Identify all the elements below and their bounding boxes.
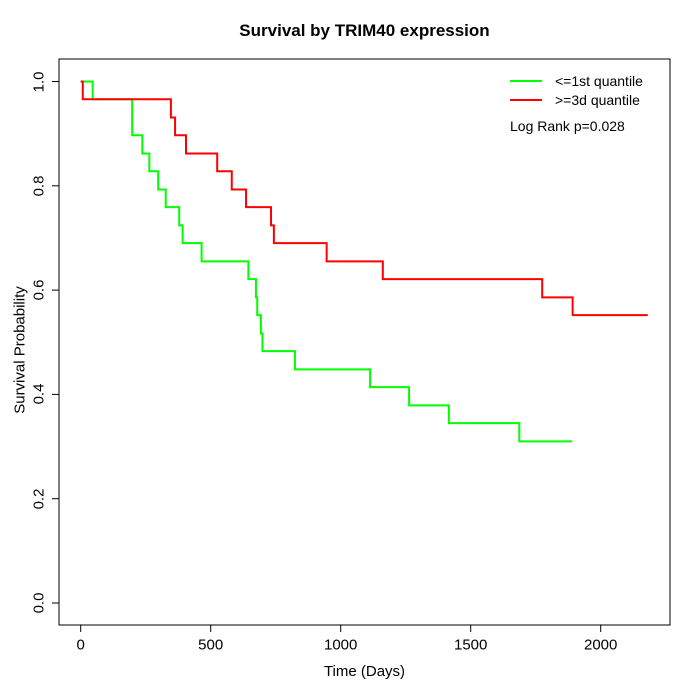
legend-label-third-quantile: >=3d quantile [555,92,640,108]
x-tick-label-1500: 1500 [454,636,488,654]
x-tick-label-2000: 2000 [584,636,618,654]
legend: <=1st quantile >=3d quantile [510,72,695,110]
km-curve-third-quantile [80,80,648,317]
y-tick-label-0.6: 0.6 [30,279,48,301]
x-tick-label-1000: 1000 [324,636,358,654]
green-line-swatch-icon [510,80,542,82]
km-curve-first-quantile [80,80,573,443]
y-tick-label-1.0: 1.0 [30,71,48,92]
y-tick-label-0.4: 0.4 [30,383,48,405]
x-axis-label: Time (Days) [323,663,406,680]
y-axis-label: Survival Probability [11,286,29,414]
y-tick-label-0.8: 0.8 [30,175,48,197]
legend-entry-third-quantile: >=3d quantile [510,91,695,109]
legend-label-first-quantile: <=1st quantile [555,73,643,89]
legend-entry-first-quantile: <=1st quantile [510,72,695,90]
x-tick-label-0: 0 [76,636,85,654]
y-tick-label-0.0: 0.0 [30,592,48,614]
plot-frame [58,58,671,626]
chart-title: Survival by TRIM40 expression [239,21,490,40]
x-tick-label-500: 500 [198,636,224,654]
red-line-swatch-icon [510,99,542,101]
y-tick-label-0.2: 0.2 [30,488,48,510]
log-rank-pvalue: Log Rank p=0.028 [510,118,625,134]
